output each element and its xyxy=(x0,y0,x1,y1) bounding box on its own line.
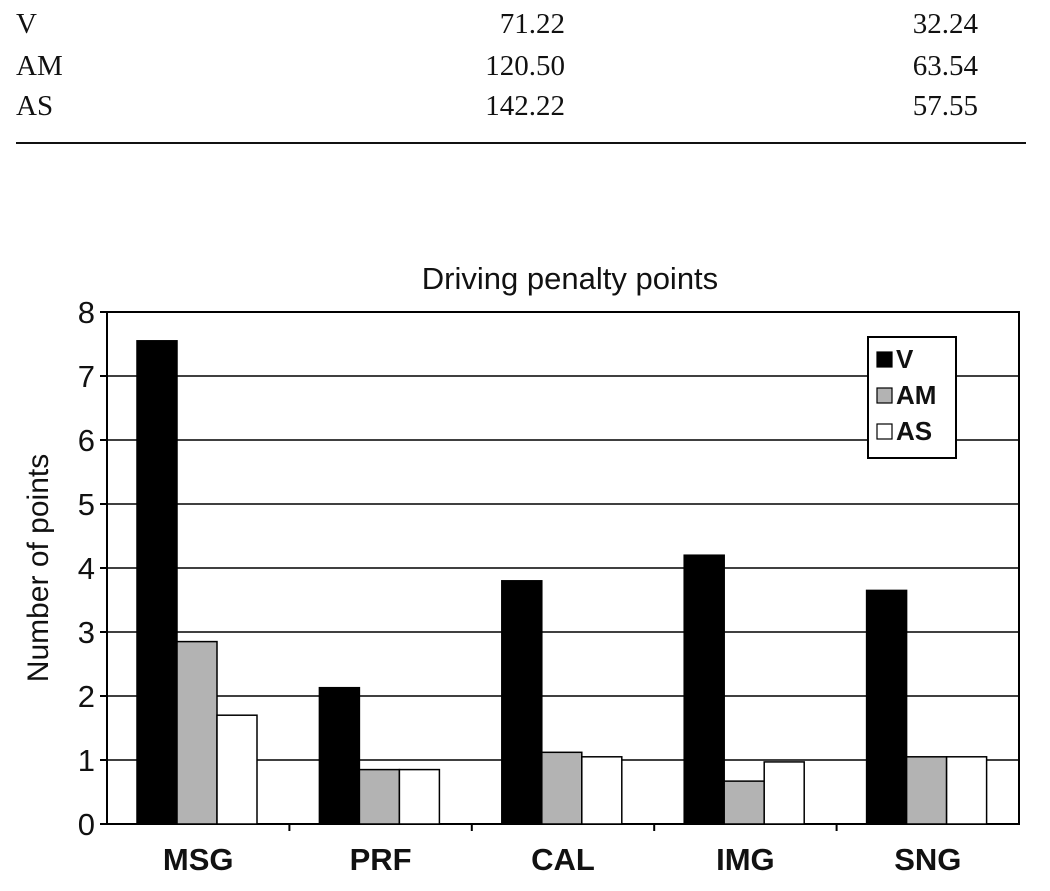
table-row: V 71.22 32.24 xyxy=(0,8,1050,42)
legend-swatch-am xyxy=(876,387,893,404)
bar-am-prf xyxy=(358,768,401,825)
legend-swatch-as xyxy=(876,423,893,440)
x-tick-label: MSG xyxy=(163,842,234,877)
x-tick-label: PRF xyxy=(350,842,412,877)
x-tick-label: CAL xyxy=(531,842,595,877)
bar-v-img xyxy=(683,554,725,825)
y-tick-label: 0 xyxy=(78,807,95,842)
y-axis-label: Number of points xyxy=(22,454,55,682)
y-tick-label: 5 xyxy=(78,487,95,522)
y-tick-label: 4 xyxy=(78,551,95,586)
table-bottom-rule xyxy=(16,142,1026,144)
legend-label-v: V xyxy=(896,344,914,374)
bar-as-msg xyxy=(216,714,258,825)
bar-as-prf xyxy=(398,768,441,825)
row-value-1: 71.22 xyxy=(499,8,565,40)
bar-as-img xyxy=(763,761,805,825)
y-tick-label: 3 xyxy=(78,615,95,650)
legend-swatch-v xyxy=(876,351,893,368)
table-row: AS 142.22 57.55 xyxy=(0,90,1050,124)
bar-v-prf xyxy=(318,686,361,825)
x-tick-label: IMG xyxy=(716,842,775,877)
y-tick-label: 6 xyxy=(78,423,95,458)
row-value-1: 142.22 xyxy=(485,90,565,122)
bar-as-cal xyxy=(581,756,623,825)
y-tick-label: 1 xyxy=(78,743,95,778)
row-value-2: 32.24 xyxy=(912,8,978,40)
row-value-2: 63.54 xyxy=(912,50,978,82)
bar-am-img xyxy=(723,780,765,825)
bar-am-sng xyxy=(905,756,948,825)
legend-label-as: AS xyxy=(896,416,932,446)
row-label: AM xyxy=(16,50,63,82)
y-tick-label: 2 xyxy=(78,679,95,714)
row-label: V xyxy=(16,8,37,40)
row-value-1: 120.50 xyxy=(485,50,565,82)
x-tick-label: SNG xyxy=(894,842,961,877)
row-value-2: 57.55 xyxy=(912,90,978,122)
y-tick-label: 8 xyxy=(78,295,95,330)
bar-v-msg xyxy=(136,340,178,825)
bar-v-cal xyxy=(501,580,543,825)
chart-title: Driving penalty points xyxy=(422,261,718,296)
bar-v-sng xyxy=(865,589,908,825)
bar-am-msg xyxy=(176,640,218,825)
table-row: AM 120.50 63.54 xyxy=(0,50,1050,84)
legend-label-am: AM xyxy=(896,380,936,410)
bar-am-cal xyxy=(541,751,583,825)
y-tick-label: 7 xyxy=(78,359,95,394)
bar-as-sng xyxy=(945,756,988,825)
row-label: AS xyxy=(16,90,54,122)
